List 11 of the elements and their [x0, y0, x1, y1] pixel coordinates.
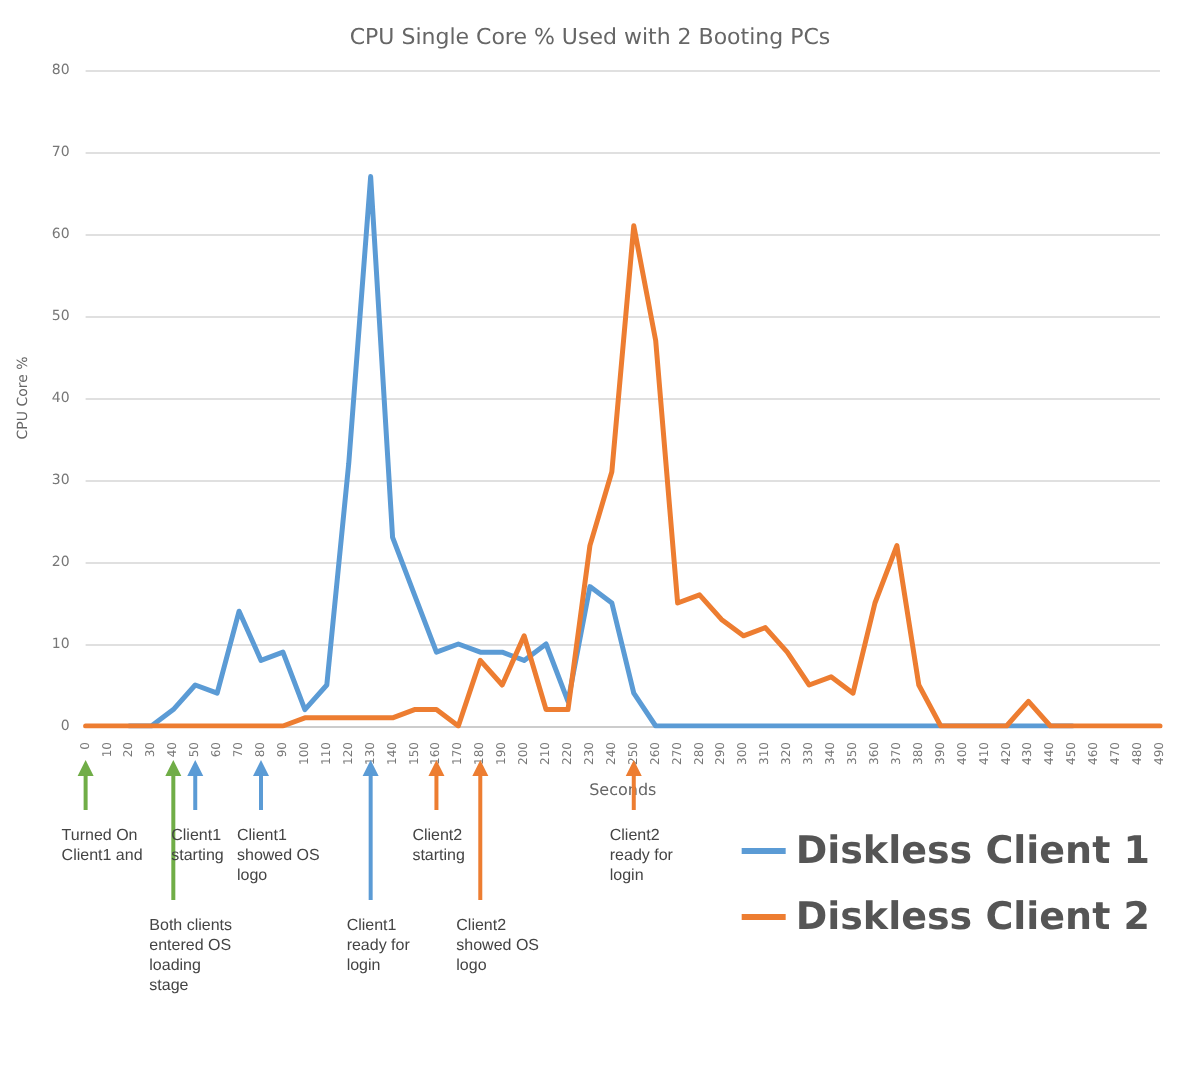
legend-label: Diskless Client 2 [795, 895, 1151, 939]
text: Client2 starting [412, 826, 467, 866]
text: Client1 ready for login [346, 916, 412, 976]
text: Client1 showed OS logo [237, 826, 322, 886]
text: Both clients entered OS loading stage [149, 916, 235, 996]
text: Client2 ready for login [609, 826, 675, 886]
line-series [83, 223, 1163, 729]
chart-title: CPU Single Core % Used with 2 Booting PCs [349, 24, 831, 50]
legend-label: Diskless Client 1 [795, 829, 1151, 873]
text: Client2 showed OS logo [456, 916, 541, 976]
text: Turned On Client1 and [61, 826, 145, 866]
